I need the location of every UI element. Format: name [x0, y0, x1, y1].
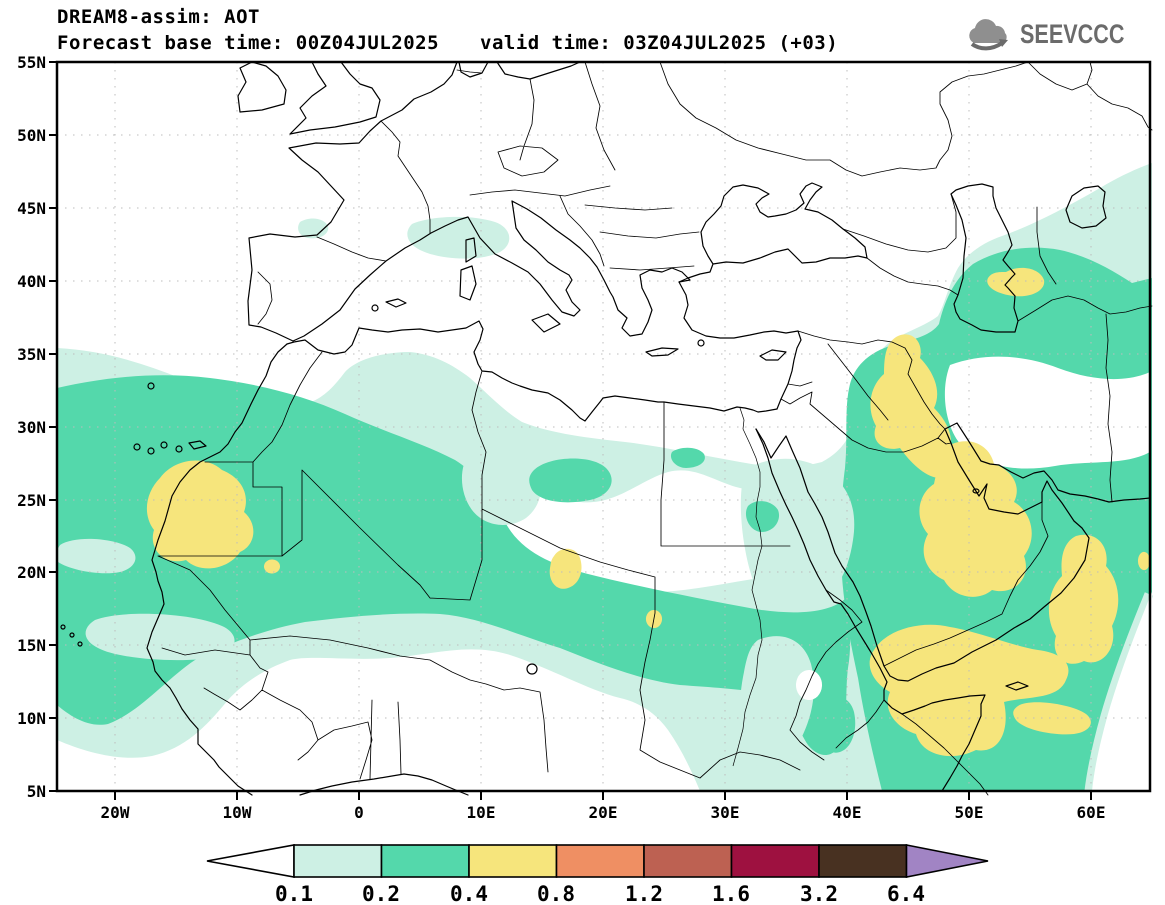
- aot-fill-layer: [57, 163, 1154, 792]
- lon-label: 20E: [589, 803, 618, 822]
- colorbar-label: 3.2: [800, 882, 838, 905]
- domain-edge-wedge-white: [1092, 592, 1152, 791]
- cloud-arrow-swoosh: [971, 41, 1004, 51]
- coastline-aral-sea: [1065, 185, 1107, 229]
- cloud-icon: [969, 19, 1009, 51]
- domain-edge-fringe-01-02: [1084, 592, 1154, 792]
- colorbar-cell-32-64: [818, 844, 908, 878]
- lon-label: 10E: [467, 803, 496, 822]
- colorbar-arrow-above-max: [905, 844, 989, 878]
- lat-label: 50N: [17, 126, 46, 145]
- colorbar-cell-16-32: [730, 844, 820, 878]
- lon-label: 60E: [1077, 803, 1106, 822]
- coastline-north-africa: [286, 320, 778, 422]
- forecast-base-time-label: Forecast base time: 00Z04JUL2025: [57, 32, 440, 54]
- colorbar-cell-04-08: [468, 844, 558, 878]
- colorbar-label: 1.2: [625, 882, 663, 905]
- coastline-west-africa: [146, 343, 469, 796]
- coastline-british-isles: [237, 61, 381, 135]
- nile-river: [732, 407, 763, 767]
- colorbar-arrow-below-min: [206, 844, 295, 878]
- colorbar-label: 0.4: [450, 882, 488, 905]
- coastline-mediterranean-north: [292, 200, 802, 410]
- colorbar-label: 0.8: [537, 882, 575, 905]
- lon-label: 50E: [955, 803, 984, 822]
- coastline-atlantic-europe: [247, 61, 581, 342]
- lat-label: 45N: [17, 199, 46, 218]
- cloud-arrow-head: [999, 39, 1009, 47]
- lat-label: 5N: [27, 782, 46, 801]
- lon-label: 0: [354, 803, 364, 822]
- latitude-axis-labels: 55N 50N 45N 40N 35N 30N 25N 20N 15N 10N …: [17, 53, 46, 801]
- lat-label: 20N: [17, 563, 46, 582]
- colorbar-cell-08-12: [555, 844, 645, 878]
- colorbar-cell-12-16: [643, 844, 733, 878]
- aot-accents-02-04: [529, 447, 856, 753]
- valid-time-label: valid time: 03Z04JUL2025 (+03): [480, 32, 839, 54]
- aot-regions-04-08: [146, 267, 1151, 757]
- country-borders: [157, 61, 1153, 796]
- page-title: DREAM8-assim: AOT: [57, 6, 260, 28]
- lat-label: 55N: [17, 53, 46, 72]
- lon-label: 40E: [833, 803, 862, 822]
- lat-label: 15N: [17, 636, 46, 655]
- coastline-red-sea-horn: [755, 428, 986, 792]
- colorbar: 0.1 0.2 0.4 0.8 1.2 1.6 3.2 6.4: [206, 844, 989, 905]
- aot-accents-01-02: [57, 216, 855, 768]
- coastline-layer: [60, 61, 1153, 796]
- lon-label: 30E: [711, 803, 740, 822]
- colorbar-cell-02-04: [380, 844, 470, 878]
- lat-label: 30N: [17, 418, 46, 437]
- axis-ticks: [49, 61, 1092, 800]
- seevccc-logo: SEEVCCC: [962, 16, 1151, 52]
- coastline-caspian-sea: [950, 183, 1019, 333]
- cloud-shape: [969, 19, 1008, 43]
- lon-label: 10W: [223, 803, 252, 822]
- coastline-islands: [60, 237, 1029, 691]
- aot-hole-iran-ethiopia-below-01: [795, 356, 1150, 701]
- lat-label: 40N: [17, 272, 46, 291]
- longitude-axis-labels: 20W 10W 0 10E 20E 30E 40E 50E 60E: [101, 803, 1106, 822]
- colorbar-label: 0.2: [362, 882, 400, 905]
- coastline-arabia-persian-gulf: [755, 422, 1151, 682]
- lat-label: 25N: [17, 491, 46, 510]
- colorbar-label: 0.1: [275, 882, 313, 905]
- logo-text: SEEVCCC: [1020, 18, 1125, 49]
- lat-label: 10N: [17, 709, 46, 728]
- lon-label: 20W: [101, 803, 130, 822]
- coastline-black-sea: [678, 182, 868, 283]
- colorbar-cell-01-02: [293, 844, 383, 878]
- colorbar-tick-labels: 0.1 0.2 0.4 0.8 1.2 1.6 3.2 6.4: [275, 882, 925, 905]
- colorbar-label: 1.6: [712, 882, 750, 905]
- colorbar-label: 6.4: [887, 882, 925, 905]
- lat-label: 35N: [17, 345, 46, 364]
- aot-region-west-africa-02-04: [57, 375, 851, 756]
